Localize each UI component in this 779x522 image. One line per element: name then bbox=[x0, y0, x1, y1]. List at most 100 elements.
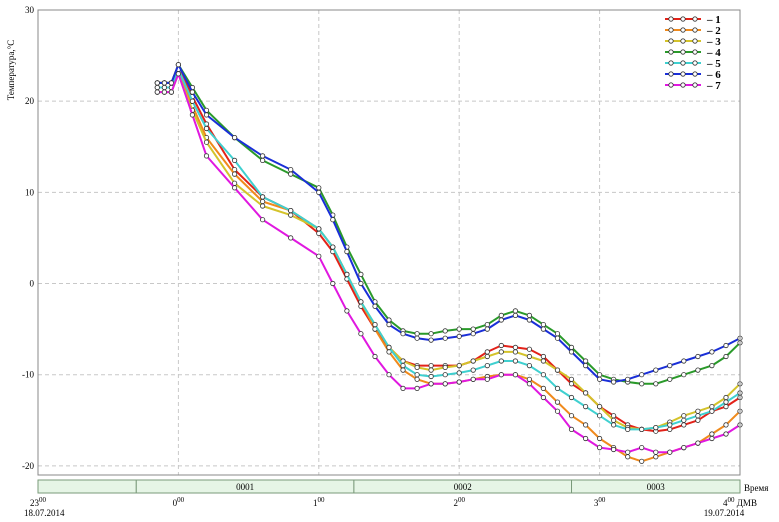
legend-marker bbox=[692, 27, 698, 33]
data-point bbox=[484, 362, 490, 369]
data-point bbox=[709, 435, 715, 442]
legend-label: – 7 bbox=[706, 80, 721, 92]
data-point bbox=[259, 157, 266, 163]
data-point bbox=[596, 376, 603, 382]
legend-item-6: – 6 bbox=[665, 69, 721, 81]
data-point bbox=[428, 373, 434, 380]
data-point bbox=[667, 362, 673, 369]
legend-label: – 3 bbox=[706, 36, 721, 48]
data-point bbox=[316, 226, 322, 232]
segment-bar: 0001 0002 0003 bbox=[37, 479, 741, 494]
data-point bbox=[610, 446, 617, 453]
data-point bbox=[639, 444, 645, 451]
data-point bbox=[695, 353, 701, 360]
data-point bbox=[189, 98, 195, 104]
data-point bbox=[512, 358, 519, 364]
data-point bbox=[568, 381, 575, 387]
legend-marker bbox=[692, 82, 698, 88]
data-point bbox=[316, 185, 322, 191]
data-point bbox=[639, 381, 645, 387]
series-2 bbox=[154, 66, 743, 464]
x-tick-date: 18.07.2014 bbox=[24, 508, 65, 518]
data-point bbox=[330, 217, 336, 223]
data-point bbox=[526, 381, 533, 387]
time-axis-label: Время bbox=[744, 483, 768, 493]
y-tick-label: 10 bbox=[25, 187, 35, 197]
data-point bbox=[596, 435, 603, 442]
data-point bbox=[442, 372, 448, 378]
data-point bbox=[554, 399, 561, 405]
data-point bbox=[330, 244, 336, 250]
legend-item-5: – 5 bbox=[665, 58, 721, 70]
y-axis-label: Температура,°С bbox=[6, 40, 16, 101]
legend-marker bbox=[680, 38, 686, 44]
legend-label: – 2 bbox=[706, 25, 721, 37]
x-tick-label: 400 ДМВ bbox=[723, 496, 757, 508]
data-point bbox=[175, 71, 181, 77]
data-point bbox=[414, 331, 420, 337]
y-tick-label: -10 bbox=[22, 370, 34, 380]
data-point bbox=[639, 458, 645, 464]
data-point bbox=[232, 185, 238, 191]
data-point bbox=[568, 349, 575, 355]
data-point bbox=[554, 408, 561, 414]
data-point bbox=[681, 444, 687, 451]
data-point bbox=[414, 372, 420, 378]
data-point bbox=[512, 349, 519, 355]
data-point bbox=[484, 376, 490, 382]
data-point bbox=[526, 312, 533, 318]
data-point bbox=[456, 362, 462, 369]
data-point bbox=[723, 399, 729, 405]
data-point bbox=[695, 408, 701, 414]
data-point bbox=[428, 337, 434, 343]
data-point bbox=[259, 203, 266, 209]
data-point bbox=[288, 171, 294, 177]
data-point bbox=[470, 376, 476, 382]
y-tick-label: 0 bbox=[30, 279, 35, 289]
data-point bbox=[582, 390, 589, 396]
data-point bbox=[456, 370, 462, 376]
data-point bbox=[695, 367, 701, 373]
data-point bbox=[653, 381, 659, 387]
data-point bbox=[232, 171, 238, 177]
data-point bbox=[232, 157, 238, 163]
data-point bbox=[540, 372, 547, 378]
data-point bbox=[288, 208, 294, 214]
data-point bbox=[259, 194, 266, 200]
series-line bbox=[157, 72, 741, 454]
data-point bbox=[203, 112, 210, 118]
data-point bbox=[568, 426, 575, 432]
data-point bbox=[428, 381, 434, 387]
data-point bbox=[610, 422, 617, 428]
data-point bbox=[372, 303, 378, 309]
series-line bbox=[157, 63, 741, 385]
data-point bbox=[653, 424, 659, 431]
data-point bbox=[498, 372, 504, 378]
segment-label: 0003 bbox=[647, 482, 666, 492]
data-point bbox=[723, 403, 729, 410]
data-point bbox=[400, 362, 406, 369]
y-tick-label: 30 bbox=[25, 5, 35, 15]
data-point bbox=[154, 80, 160, 86]
data-point bbox=[709, 408, 715, 414]
data-point bbox=[709, 403, 715, 410]
legend: – 1– 2– 3– 4– 5– 6– 7 bbox=[665, 14, 721, 92]
legend-item-4: – 4 bbox=[665, 47, 721, 59]
data-point bbox=[667, 376, 673, 382]
legend-item-3: – 3 bbox=[665, 36, 721, 48]
data-point bbox=[568, 344, 575, 350]
legend-marker bbox=[692, 71, 698, 77]
data-point bbox=[498, 317, 504, 323]
data-point bbox=[442, 335, 448, 341]
data-point bbox=[681, 413, 687, 419]
data-point bbox=[582, 358, 589, 364]
x-tick-label: 100 bbox=[313, 496, 325, 508]
data-point bbox=[554, 335, 561, 341]
legend-marker bbox=[680, 71, 686, 77]
data-point bbox=[639, 426, 645, 432]
data-point bbox=[316, 253, 322, 259]
data-point bbox=[667, 449, 673, 455]
series-7 bbox=[154, 71, 743, 455]
data-point bbox=[358, 280, 364, 287]
